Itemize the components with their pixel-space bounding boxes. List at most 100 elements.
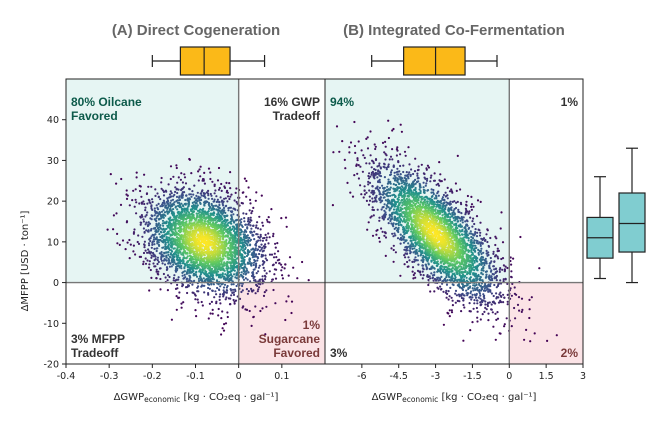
scatter-point [367, 183, 369, 185]
scatter-point [500, 258, 502, 260]
scatter-point [165, 255, 167, 257]
scatter-point [358, 177, 360, 179]
scatter-point [210, 195, 212, 197]
scatter-point [354, 152, 356, 154]
scatter-point [503, 325, 505, 327]
scatter-point [462, 340, 464, 342]
scatter-point [201, 230, 203, 232]
scatter-point [375, 195, 377, 197]
scatter-point [247, 218, 249, 220]
scatter-point [446, 297, 448, 299]
scatter-point [388, 137, 390, 139]
scatter-point [227, 207, 229, 209]
scatter-point [485, 271, 487, 273]
scatter-point [494, 244, 496, 246]
scatter-point [218, 201, 220, 203]
scatter-point [510, 276, 512, 278]
scatter-point [384, 166, 386, 168]
scatter-point [402, 171, 404, 173]
scatter-point [424, 178, 426, 180]
scatter-point [191, 242, 193, 244]
scatter-point [394, 234, 396, 236]
scatter-point [200, 192, 202, 194]
scatter-point [460, 220, 462, 222]
scatter-point [266, 219, 268, 221]
scatter-point [213, 201, 215, 203]
scatter-point [262, 225, 264, 227]
scatter-point [407, 256, 409, 258]
scatter-point [203, 277, 205, 279]
scatter-point [451, 297, 453, 299]
scatter-point [236, 285, 238, 287]
scatter-point [156, 277, 158, 279]
scatter-point [226, 261, 228, 263]
scatter-point [254, 305, 256, 307]
scatter-point [277, 259, 279, 261]
scatter-point [180, 303, 182, 305]
scatter-point [256, 272, 258, 274]
scatter-point [148, 263, 150, 265]
scatter-point [209, 312, 211, 314]
scatter-point [382, 142, 384, 144]
scatter-point [263, 267, 265, 269]
scatter-point [445, 201, 447, 203]
scatter-point [144, 209, 146, 211]
scatter-point [482, 293, 484, 295]
scatter-point [451, 275, 453, 277]
scatter-point [143, 252, 145, 254]
scatter-point [169, 202, 171, 204]
scatter-point [507, 294, 509, 296]
scatter-point [210, 219, 212, 221]
panel-a-x-axis-label: ΔGWPeconomic [kg · CO₂eq · gal⁻¹] [114, 392, 279, 404]
scatter-point [487, 302, 489, 304]
scatter-point [398, 224, 400, 226]
scatter-point [157, 257, 159, 259]
scatter-point [396, 189, 398, 191]
scatter-point [194, 197, 196, 199]
scatter-point [341, 140, 343, 142]
scatter-point [225, 182, 227, 184]
scatter-point [148, 289, 150, 291]
scatter-point [176, 182, 178, 184]
scatter-point [396, 150, 398, 152]
scatter-point [143, 220, 145, 222]
scatter-point [220, 317, 222, 319]
scatter-point [197, 301, 199, 303]
scatter-point [146, 259, 148, 261]
y-tick-label: -20 [43, 360, 59, 371]
scatter-point [183, 238, 185, 240]
scatter-point [383, 206, 385, 208]
scatter-point [212, 313, 214, 315]
scatter-point [485, 233, 487, 235]
scatter-point [399, 153, 401, 155]
scatter-point [218, 189, 220, 191]
scatter-point [144, 244, 146, 246]
scatter-point [384, 211, 386, 213]
scatter-point [499, 300, 501, 302]
scatter-point [197, 221, 199, 223]
scatter-point [202, 180, 204, 182]
scatter-point [198, 280, 200, 282]
scatter-point [164, 211, 166, 213]
scatter-point [145, 222, 147, 224]
scatter-point [511, 295, 513, 297]
scatter-point [399, 275, 401, 277]
scatter-point [344, 167, 346, 169]
scatter-point [154, 188, 156, 190]
scatter-point [204, 220, 206, 222]
scatter-point [243, 220, 245, 222]
scatter-point [154, 233, 156, 235]
scatter-point [349, 192, 351, 194]
scatter-point [143, 261, 145, 263]
scatter-point [372, 235, 374, 237]
scatter-point [260, 228, 262, 230]
scatter-point [422, 255, 424, 257]
scatter-point [258, 246, 260, 248]
scatter-point [460, 310, 462, 312]
scatter-point [180, 230, 182, 232]
scatter-point [150, 269, 152, 271]
scatter-point [168, 183, 170, 185]
scatter-point [211, 290, 213, 292]
scatter-point [493, 251, 495, 253]
scatter-point [368, 189, 370, 191]
